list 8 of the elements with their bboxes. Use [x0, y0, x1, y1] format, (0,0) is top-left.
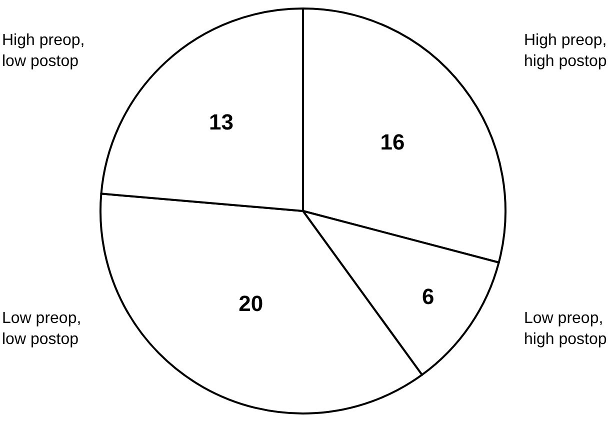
data-label: 13: [209, 109, 234, 134]
data-label: 6: [422, 284, 434, 310]
slice-label: High preop, high postop: [524, 32, 607, 70]
data-label: 20: [238, 290, 264, 316]
slice-label: Low preop, high postop: [524, 310, 607, 348]
slice-label: Low preop, low postop: [2, 310, 82, 348]
data-label: 16: [380, 129, 405, 154]
slice-label: High preop, low postop: [2, 32, 85, 70]
